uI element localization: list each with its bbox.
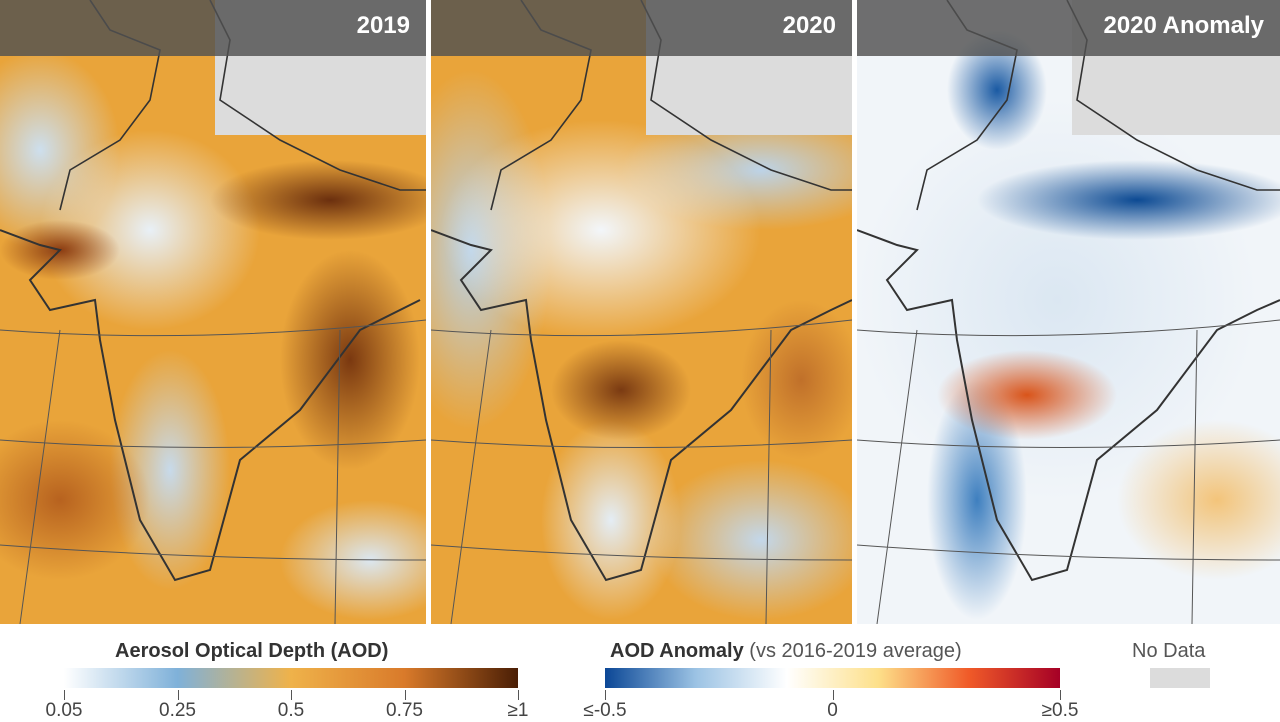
aod-tick-label: 0.75	[386, 700, 423, 721]
aod-color-bar	[64, 668, 518, 688]
anomaly-title: AOD Anomaly	[610, 640, 744, 662]
aod-tick-label: 0.5	[277, 700, 305, 721]
panel-title: 2020 Anomaly	[1103, 12, 1264, 39]
aod-tick-label: ≥1	[507, 700, 529, 721]
no-data-swatch	[1150, 668, 1210, 688]
aod-tick	[64, 690, 65, 700]
panel-title: 2020	[782, 12, 836, 39]
anomaly-tick	[605, 690, 606, 700]
panel-header	[857, 0, 1280, 56]
anomaly-tick-label: 0	[827, 700, 838, 721]
aod-tick	[177, 690, 179, 700]
aod-tick-label: 0.25	[159, 700, 196, 721]
aod-tick-label: 0.05	[45, 700, 83, 721]
anomaly-tick	[832, 690, 834, 700]
coastline-borders	[431, 0, 852, 624]
anomaly-legend-title: AOD Anomaly (vs 2016-2019 average)	[610, 640, 962, 663]
anomaly-tick-label: ≤-0.5	[583, 700, 627, 721]
no-data-label: No Data	[1132, 640, 1206, 662]
anomaly-tick-label: ≥0.5	[1041, 700, 1079, 721]
aod-legend-title: Aerosol Optical Depth (AOD)	[115, 640, 389, 662]
coastline-borders	[0, 0, 426, 624]
aod-tick	[518, 690, 519, 700]
map-panel-2019: 2019	[0, 0, 426, 624]
map-panel-2020: 2020	[431, 0, 852, 624]
coastline-borders	[857, 0, 1280, 624]
anomaly-subtitle: (vs 2016-2019 average)	[749, 640, 962, 662]
anomaly-tick	[1060, 690, 1061, 700]
anomaly-color-bar	[605, 668, 1060, 688]
panel-header	[0, 0, 426, 56]
aod-tick	[404, 690, 406, 700]
aod-tick	[291, 690, 292, 700]
panel-title: 2019	[356, 12, 410, 39]
panel-header	[431, 0, 852, 56]
map-panel-2020-anomaly: 2020 Anomaly	[857, 0, 1280, 624]
